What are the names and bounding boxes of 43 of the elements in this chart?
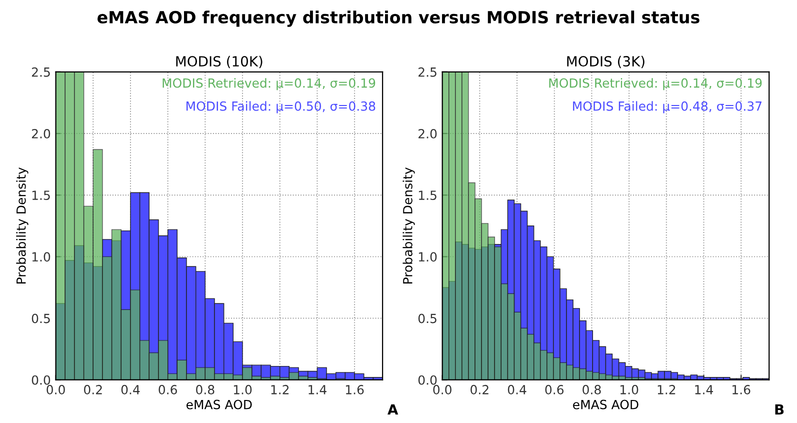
y-tick-label: 1.0 [32,252,50,262]
x-tick-label: 0.0 [433,384,452,394]
x-tick-label: 0.4 [508,384,526,394]
y-tick-label: 2.0 [32,128,50,138]
x-tick-label: 0.6 [158,384,177,394]
x-tick-label: 0.8 [196,384,214,394]
x-tick-label: 0.4 [121,384,140,394]
x-tick-label: 1.0 [620,384,638,394]
x-axis-title: eMAS AOD [186,400,252,410]
x-tick-label: 1.4 [695,385,713,394]
text: MODIS Failed: μ=0.48, σ=0.37 [573,101,762,114]
chart-title: MODIS (10K) [176,56,262,68]
y-tick-label: 0.0 [418,375,437,385]
y-tick-label: 2.0 [418,128,437,138]
text: MODIS Failed: μ=0.50, σ=0.38 [186,101,376,114]
text: MODIS Retrieved: μ=0.14, σ=0.19 [549,78,762,90]
y-tick-label: 0.5 [418,314,436,324]
x-tick-label: 0.8 [582,384,601,394]
text: B [775,404,784,414]
y-tick-label: 2.5 [418,67,436,77]
x-tick-label: 1.6 [346,384,364,394]
x-tick-label: 0.2 [84,384,102,394]
text: MODIS Retrieved: μ=0.14, σ=0.19 [162,78,376,90]
text: eMAS AOD frequency distribution versus MODIS retrieval status [98,10,700,27]
y-tick-label: 1.5 [418,190,436,200]
x-tick-label: 0.0 [46,384,65,394]
y-tick-label: 0.5 [32,314,50,324]
x-tick-label: 0.2 [470,384,488,394]
x-tick-label: 0.6 [545,384,564,394]
x-tick-label: 1.0 [234,384,252,394]
text: A [388,404,398,414]
y-tick-label: 1.0 [418,252,437,262]
x-tick-label: 1.6 [732,384,750,394]
x-axis-title: eMAS AOD [573,400,638,410]
y-tick-label: 0.0 [32,375,50,385]
y-axis-title: Probability Density [16,167,28,284]
x-tick-label: 1.4 [308,385,326,394]
y-tick-label: 2.5 [32,67,50,77]
chart-title: MODIS (3K) [567,56,644,68]
x-tick-label: 1.2 [658,384,676,394]
y-axis-title: Probability Density [402,167,415,284]
y-tick-label: 1.5 [32,190,50,200]
x-tick-label: 1.2 [271,384,289,394]
